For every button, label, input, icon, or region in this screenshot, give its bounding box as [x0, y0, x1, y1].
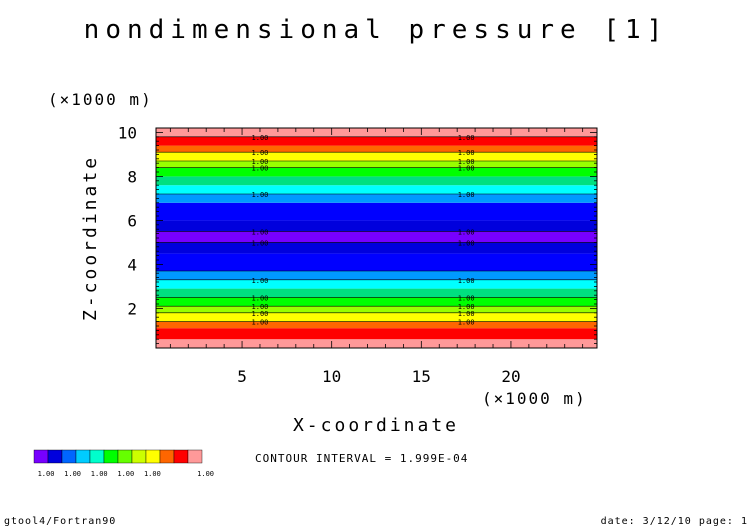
- colorbar-label: 1.00: [91, 470, 108, 478]
- contour-label: 1.00: [252, 239, 269, 247]
- contour-label: 1.00: [458, 303, 475, 311]
- footer-program: gtool4/Fortran90: [4, 516, 117, 527]
- contour-band: [156, 202, 597, 221]
- contour-band: [156, 128, 597, 137]
- contour-label: 1.00: [458, 158, 475, 166]
- contour-label: 1.00: [252, 228, 269, 236]
- contour-label: 1.00: [458, 228, 475, 236]
- y-axis-label: Z-coordinate: [80, 155, 101, 321]
- contour-label: 1.00: [458, 310, 475, 318]
- contour-band: [156, 312, 597, 322]
- contour-label: 1.00: [252, 303, 269, 311]
- colorbar-swatch: [47, 449, 63, 464]
- contour-band: [156, 321, 597, 329]
- contour-band: [156, 288, 597, 298]
- contour-label: 1.00: [252, 165, 269, 173]
- colorbar-swatch: [187, 449, 203, 464]
- x-tick-label: 20: [501, 367, 520, 386]
- x-tick-label: 5: [237, 367, 247, 386]
- x-tick-label: 15: [412, 367, 431, 386]
- colorbar-label: 1.00: [117, 470, 134, 478]
- contour-label: 1.00: [252, 191, 269, 199]
- contour-band: [156, 231, 597, 243]
- x-axis-unit: (×1000 m): [482, 389, 587, 408]
- contour-band: [156, 328, 597, 340]
- contour-label: 1.00: [252, 149, 269, 157]
- contour-label: 1.00: [252, 319, 269, 327]
- contour-band: [156, 271, 597, 280]
- colorbar-swatch: [159, 449, 175, 464]
- y-tick-label: 8: [127, 167, 137, 186]
- contour-label: 1.00: [458, 239, 475, 247]
- y-tick-label: 2: [127, 299, 137, 318]
- colorbar-label: 1.00: [64, 470, 81, 478]
- contour-band: [156, 297, 597, 307]
- contour-band: [156, 253, 597, 271]
- colorbar-swatch: [89, 449, 105, 464]
- contour-band: [156, 136, 597, 146]
- colorbar-swatch: [173, 449, 189, 464]
- y-tick-label: 10: [118, 123, 137, 142]
- contour-band: [156, 185, 597, 194]
- colorbar-swatch: [117, 449, 133, 464]
- colorbar-label: 1.00: [38, 470, 55, 478]
- contour-label: 1.00: [458, 319, 475, 327]
- contour-band: [156, 167, 597, 177]
- contour-band: [156, 145, 597, 153]
- x-tick-label: 10: [322, 367, 341, 386]
- contour-band: [156, 339, 597, 348]
- colorbar-swatch: [75, 449, 91, 464]
- contour-labels: 1.00 1.001.00 1.001.00 1.001.00 1.001.00 1.00…: [252, 134, 475, 327]
- colorbar-swatch: [103, 449, 119, 464]
- colorbar: 1.00 1.00 1.00 1.00 1.00 1.00: [33, 449, 214, 478]
- contour-band: [156, 306, 597, 313]
- x-axis-ticks: 5 10 15 20: [169, 128, 584, 386]
- y-axis-ticks: 2 4 6 8 10: [118, 123, 597, 349]
- x-axis-label: X-coordinate: [293, 415, 459, 436]
- contour-label: 1.00: [458, 134, 475, 142]
- contour-band: [156, 152, 597, 161]
- colorbar-swatch: [131, 449, 147, 464]
- contour-label: 1.00: [252, 294, 269, 302]
- colorbar-label: 1.00: [144, 470, 161, 478]
- contour-label: 1.00: [252, 158, 269, 166]
- contour-label: 1.00: [252, 134, 269, 142]
- y-axis-unit: (×1000 m): [48, 90, 153, 109]
- contour-label: 1.00: [458, 165, 475, 173]
- y-tick-label: 4: [127, 255, 137, 274]
- y-tick-label: 6: [127, 211, 137, 230]
- contour-bands: [156, 128, 597, 348]
- colorbar-swatch: [33, 449, 49, 464]
- colorbar-swatch: [145, 449, 161, 464]
- contour-band: [156, 176, 597, 186]
- colorbar-swatch: [61, 449, 77, 464]
- contour-band: [156, 194, 597, 203]
- chart-title: nondimensional pressure [1]: [84, 15, 669, 45]
- colorbar-label: 1.00: [197, 470, 214, 478]
- contour-lines: [156, 136, 597, 322]
- contour-band: [156, 242, 597, 254]
- contour-label: 1.00: [252, 310, 269, 318]
- contour-band: [156, 161, 597, 168]
- contour-band: [156, 220, 597, 232]
- footer-date: date: 3/12/10 page: 1: [600, 516, 748, 527]
- contour-label: 1.00: [458, 277, 475, 285]
- contour-band: [156, 279, 597, 289]
- contour-label: 1.00: [252, 277, 269, 285]
- contour-interval-text: CONTOUR INTERVAL = 1.999E-04: [255, 452, 468, 465]
- contour-label: 1.00: [458, 191, 475, 199]
- contour-label: 1.00: [458, 294, 475, 302]
- contour-label: 1.00: [458, 149, 475, 157]
